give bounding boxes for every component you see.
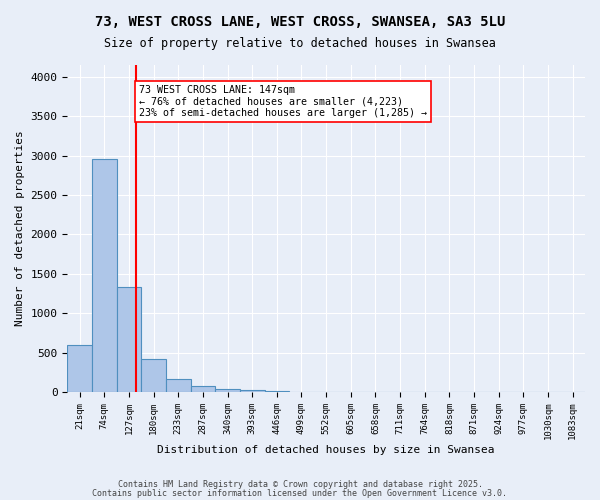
Bar xyxy=(166,379,191,392)
Bar xyxy=(116,288,141,392)
Text: 73 WEST CROSS LANE: 147sqm
← 76% of detached houses are smaller (4,223)
23% of s: 73 WEST CROSS LANE: 147sqm ← 76% of deta… xyxy=(139,84,427,118)
Text: Size of property relative to detached houses in Swansea: Size of property relative to detached ho… xyxy=(104,38,496,51)
X-axis label: Distribution of detached houses by size in Swansea: Distribution of detached houses by size … xyxy=(157,445,495,455)
Text: 73, WEST CROSS LANE, WEST CROSS, SWANSEA, SA3 5LU: 73, WEST CROSS LANE, WEST CROSS, SWANSEA… xyxy=(95,15,505,29)
Y-axis label: Number of detached properties: Number of detached properties xyxy=(15,130,25,326)
Bar xyxy=(265,390,289,392)
Bar xyxy=(92,159,116,392)
Bar xyxy=(240,390,265,392)
Text: Contains public sector information licensed under the Open Government Licence v3: Contains public sector information licen… xyxy=(92,489,508,498)
Bar xyxy=(215,389,240,392)
Text: Contains HM Land Registry data © Crown copyright and database right 2025.: Contains HM Land Registry data © Crown c… xyxy=(118,480,482,489)
Bar xyxy=(141,358,166,392)
Bar xyxy=(191,386,215,392)
Bar xyxy=(67,345,92,392)
